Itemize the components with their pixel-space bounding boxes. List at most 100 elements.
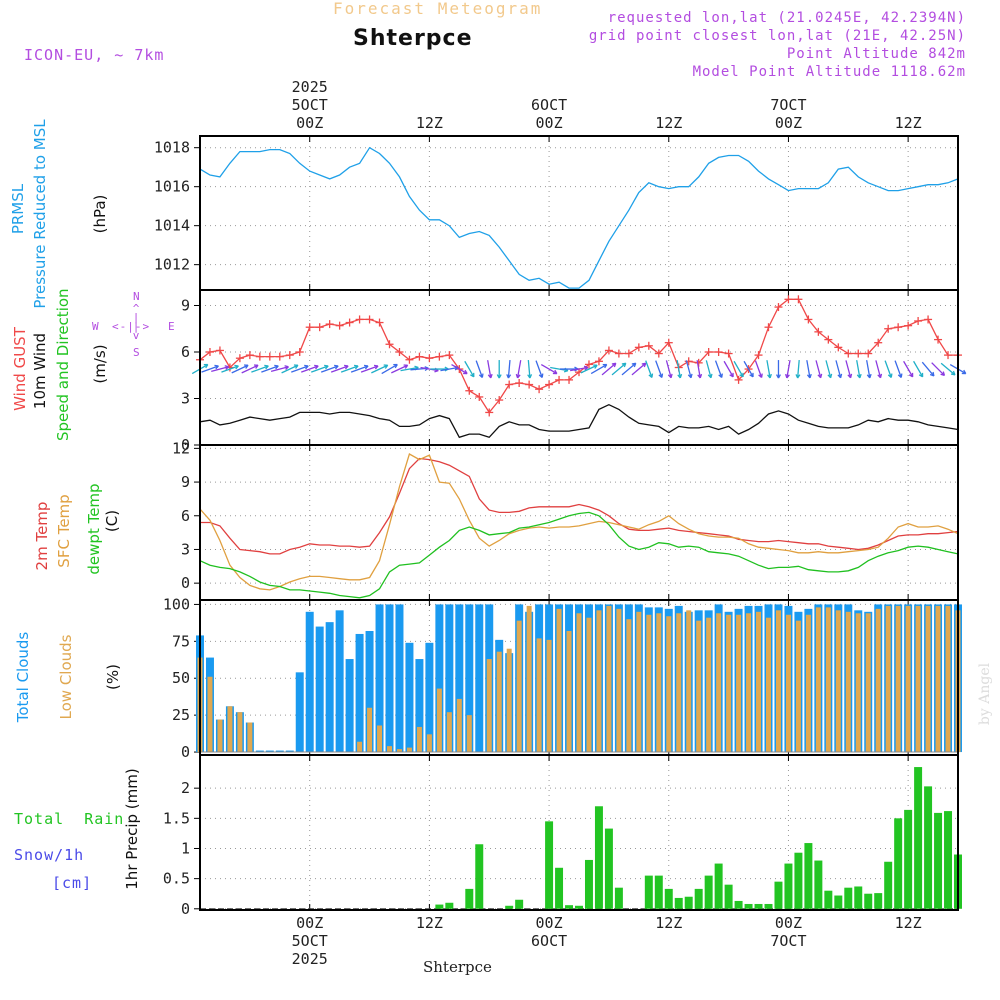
- wind-arrow: [806, 360, 811, 379]
- wind-arrow: [856, 360, 861, 379]
- y-tick-label: 3: [181, 390, 190, 408]
- bottom-time-label: 00Z 5OCT 2025: [270, 914, 350, 968]
- time-label-line1: 00Z: [296, 914, 324, 932]
- time-label-line1: 00Z: [774, 914, 802, 932]
- low-cloud-bar: [756, 611, 762, 753]
- wind-arrow-head: [952, 370, 956, 376]
- wind-arrow: [601, 362, 617, 376]
- low-cloud-bar: [357, 741, 363, 753]
- wind-arrow: [570, 366, 588, 372]
- wind-arrow: [516, 360, 522, 379]
- wind-arrow-head: [324, 364, 329, 367]
- wind-arrow-head: [661, 373, 664, 378]
- compass-w: W: [92, 320, 99, 333]
- rain-bar: [674, 897, 683, 909]
- wind-arrow-head: [879, 373, 883, 378]
- low-cloud-bar: [666, 616, 672, 753]
- series-prmsl: [199, 146, 959, 289]
- wind-arrow: [733, 360, 744, 378]
- panel-frame: [199, 135, 959, 291]
- wind-arrow: [381, 363, 398, 375]
- rain-bar: [804, 843, 813, 909]
- low-cloud-bar: [526, 605, 532, 753]
- wind-arrow-head: [690, 373, 693, 378]
- compass-we-arrows: <-|->: [112, 320, 151, 333]
- y-tick-label: 2: [181, 779, 190, 797]
- faded-title: Forecast Meteogram: [333, 0, 543, 18]
- low-cloud-bar: [696, 620, 702, 753]
- wind-arrow: [464, 360, 475, 378]
- wind-arrow: [320, 365, 339, 373]
- rain-bar: [934, 812, 943, 909]
- time-label-line2: 7OCT: [770, 932, 807, 950]
- bottom-time-label: 00Z 7OCT: [748, 914, 828, 968]
- rain-bar: [834, 895, 843, 909]
- low-cloud-bar: [566, 631, 572, 753]
- total-cloud-bar: [385, 604, 394, 753]
- wind-arrow-head: [760, 373, 763, 378]
- low-cloud-bar: [506, 648, 512, 753]
- wind-arrow: [766, 360, 771, 379]
- rain-bar: [794, 852, 803, 909]
- low-cloud-bar: [855, 613, 861, 753]
- y-tick-label: 0: [181, 436, 190, 454]
- y-tick-label: 0: [181, 574, 190, 592]
- total-cloud-bar: [405, 642, 414, 753]
- time-label-line3: 00Z: [774, 114, 802, 132]
- wind-arrow: [580, 364, 598, 374]
- total-cloud-bar: [345, 659, 354, 753]
- bottom-time-label: 12Z: [629, 914, 709, 968]
- rain-bar: [774, 881, 783, 909]
- y-tick-label: 0.5: [163, 870, 190, 888]
- rain-bar: [744, 903, 753, 909]
- y-tick-label: 9: [181, 473, 190, 491]
- wind-arrow-head: [932, 371, 935, 377]
- model-altitude: Model Point Altitude 1118.62m: [692, 64, 966, 80]
- wind-arrow: [201, 365, 219, 373]
- wind-arrow-head: [498, 374, 502, 379]
- total-cloud-bar: [375, 604, 384, 753]
- wind-arrow: [270, 366, 289, 373]
- rain-bar: [914, 767, 923, 909]
- rain-bar: [545, 821, 554, 909]
- wind-arrow-head: [840, 373, 843, 378]
- total-cloud-bar: [435, 604, 444, 753]
- rain-bar: [555, 867, 564, 909]
- rain-bar: [864, 893, 873, 909]
- wind-arrow: [913, 360, 924, 378]
- time-label-line1: 00Z: [535, 914, 563, 932]
- wind-arrow-head: [541, 373, 544, 378]
- wind-arrow-head: [414, 365, 419, 369]
- low-cloud-bar: [805, 614, 811, 753]
- wind-arrow: [440, 366, 459, 372]
- rain-bar: [445, 902, 454, 909]
- low-cloud-bar: [247, 722, 253, 753]
- wind-arrow-head: [869, 373, 872, 379]
- series-sfc-temp: [199, 453, 959, 591]
- requested-coords: requested lon,lat (21.0245E, 42.2394N): [607, 10, 966, 26]
- low-cloud-bar: [237, 712, 243, 753]
- wind-arrow-head: [363, 364, 369, 367]
- total-cloud-bar: [275, 750, 284, 753]
- wind-arrow: [311, 365, 329, 373]
- wind-arrow-head: [621, 362, 626, 365]
- low-cloud-bar: [486, 659, 492, 753]
- wind-arrow-head: [679, 373, 683, 379]
- wind-arrow-head: [849, 373, 853, 378]
- low-cloud-bar: [546, 639, 552, 753]
- wind-arrow-head: [529, 374, 533, 379]
- wind-arrow-head: [334, 364, 339, 367]
- low-cloud-bar: [606, 605, 612, 753]
- grid-coords: grid point closest lon,lat (21E, 42.25N): [588, 28, 966, 44]
- wind-arrow-head: [583, 365, 589, 369]
- low-cloud-bar: [516, 620, 522, 753]
- low-cloud-bar: [416, 726, 422, 753]
- total-cloud-bar: [365, 631, 374, 753]
- low-cloud-bar: [396, 749, 402, 753]
- low-cloud-bar: [845, 611, 851, 753]
- time-label-line2: 7OCT: [770, 96, 807, 114]
- rain-bar: [854, 886, 863, 909]
- low-cloud-bar: [726, 614, 732, 753]
- footer-location: Shterpce: [423, 958, 492, 976]
